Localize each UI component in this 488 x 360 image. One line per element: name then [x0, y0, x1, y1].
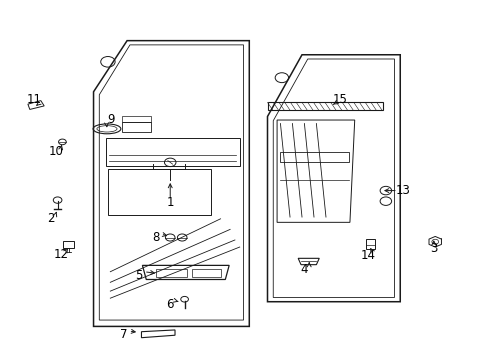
Bar [122, 122, 151, 132]
Bar [156, 269, 186, 277]
Text: 10: 10 [49, 145, 63, 158]
Bar [267, 102, 382, 110]
Text: 6: 6 [166, 298, 174, 311]
Text: 13: 13 [394, 184, 409, 197]
Text: 12: 12 [53, 248, 68, 261]
Text: 5: 5 [135, 269, 142, 282]
Bar [366, 239, 374, 249]
Bar [122, 117, 151, 122]
Text: 2: 2 [46, 212, 54, 225]
Text: 14: 14 [360, 249, 375, 262]
Text: 15: 15 [332, 93, 347, 106]
Text: 3: 3 [429, 242, 437, 255]
Bar [63, 242, 74, 248]
Text: 11: 11 [27, 93, 42, 106]
Text: 8: 8 [152, 231, 159, 244]
Text: 4: 4 [300, 264, 307, 276]
Text: 7: 7 [120, 328, 127, 341]
Bar [191, 269, 220, 277]
Text: 9: 9 [107, 113, 115, 126]
Text: 1: 1 [166, 197, 174, 210]
